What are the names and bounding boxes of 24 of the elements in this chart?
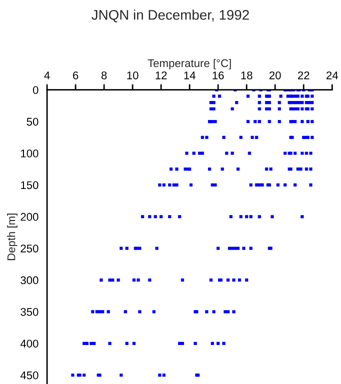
y-tick-label: 300: [20, 276, 38, 284]
x-tick-label: 14: [184, 72, 196, 80]
x-tick-label: 18: [241, 71, 252, 80]
chart-title: JNQN in December, 1992: [92, 10, 249, 22]
y-tick-label: 100: [21, 150, 38, 158]
x-tick-label: 4: [44, 72, 50, 80]
x-tick-label: 20: [270, 71, 281, 80]
y-axis-title: Depth [m]: [7, 214, 18, 260]
y-tick-label: 150: [21, 181, 38, 190]
x-tick-label: 12: [156, 71, 167, 80]
y-tick-label: 350: [20, 308, 38, 316]
y-tick-label: 450: [20, 371, 38, 380]
y-tick-label: 50: [26, 118, 38, 126]
x-axis-title: Temperature [°C]: [148, 58, 231, 70]
x-tick-label: 24: [326, 71, 338, 80]
x-tick-label: 6: [73, 71, 78, 80]
y-tick-label: 200: [20, 212, 38, 221]
y-tick-label: 250: [20, 244, 38, 252]
x-tick-label: 10: [127, 71, 138, 80]
y-tick-label: 400: [20, 340, 38, 348]
y-tick-label: 0: [32, 86, 38, 94]
x-tick-label: 8: [101, 71, 107, 80]
x-tick-label: 16: [212, 71, 224, 80]
x-tick-label: 22: [298, 71, 310, 80]
